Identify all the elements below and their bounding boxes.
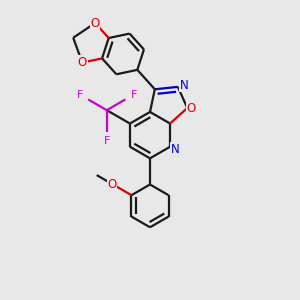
Text: O: O <box>107 178 117 190</box>
Text: O: O <box>78 56 87 69</box>
Text: O: O <box>186 101 196 115</box>
Text: F: F <box>77 90 83 100</box>
Text: N: N <box>171 142 180 156</box>
Text: N: N <box>179 79 188 92</box>
Text: O: O <box>91 16 100 29</box>
Text: F: F <box>130 90 137 100</box>
Text: F: F <box>103 136 110 146</box>
